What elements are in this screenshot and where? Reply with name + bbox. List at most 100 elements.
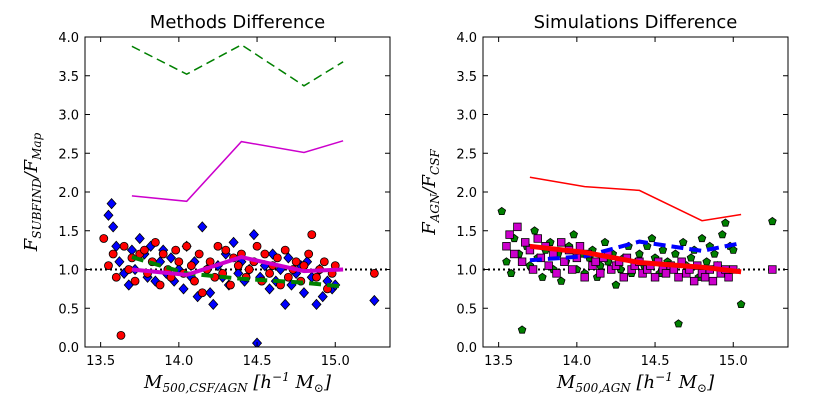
ylabel-slash: /F xyxy=(21,158,42,180)
data-point xyxy=(304,249,314,259)
xlabel-main: M xyxy=(143,372,163,393)
y-tick-label: 2.0 xyxy=(58,186,79,201)
data-point xyxy=(600,237,610,247)
data-point xyxy=(182,241,192,251)
chart-title: Methods Difference xyxy=(150,12,325,33)
x-tick-label: 14.5 xyxy=(243,354,272,369)
xlabel-main: M xyxy=(556,372,576,393)
data-point xyxy=(517,325,527,334)
y-tick-label: 3.0 xyxy=(58,109,79,124)
data-point xyxy=(244,265,254,274)
y-tick-label: 4.0 xyxy=(58,31,79,46)
data-point xyxy=(674,273,683,282)
data-point xyxy=(319,257,329,267)
data-point xyxy=(369,294,380,307)
data-point xyxy=(228,236,239,248)
data-point xyxy=(697,234,707,243)
series-line xyxy=(529,176,742,222)
data-point xyxy=(557,238,566,247)
xlabel-sub3: ⊙ xyxy=(314,381,324,395)
data-point xyxy=(497,206,507,216)
data-point xyxy=(721,218,730,227)
data-point xyxy=(213,241,223,251)
xlabel-sup: −1 xyxy=(272,370,290,384)
data-point xyxy=(575,242,585,251)
data-point xyxy=(197,221,208,233)
data-point xyxy=(134,232,145,245)
data-point xyxy=(312,272,321,282)
data-point xyxy=(710,249,719,258)
xlabel-rest: [h xyxy=(631,372,655,393)
data-point xyxy=(108,221,119,233)
data-point xyxy=(686,253,696,262)
data-point xyxy=(317,291,328,303)
data-point xyxy=(580,273,589,282)
y-tick-label: 4.0 xyxy=(456,31,477,46)
data-point xyxy=(506,268,516,278)
data-point xyxy=(283,272,293,282)
y-tick-label: 2.0 xyxy=(456,186,477,201)
data-point xyxy=(502,257,511,266)
data-point xyxy=(106,198,117,210)
xlabel-sub3: ⊙ xyxy=(697,381,707,395)
data-point xyxy=(226,280,235,290)
data-point xyxy=(124,265,134,274)
data-point xyxy=(521,238,530,247)
data-point xyxy=(513,222,522,232)
data-point xyxy=(248,229,259,241)
data-point xyxy=(194,249,204,259)
ylabel-sub2: CSF xyxy=(428,149,442,175)
xlabel-rest: [h xyxy=(248,372,272,393)
data-point xyxy=(533,234,542,243)
data-point xyxy=(708,276,718,286)
chart-title: Simulations Difference xyxy=(534,12,738,33)
data-point xyxy=(689,276,699,286)
data-point xyxy=(233,261,243,271)
data-point xyxy=(611,280,621,289)
data-point xyxy=(280,245,290,255)
data-point xyxy=(661,269,671,278)
x-tick-label: 13.5 xyxy=(86,354,115,369)
data-point xyxy=(272,253,282,263)
data-point xyxy=(114,256,125,268)
ylabel-sub2: Map xyxy=(30,132,44,160)
series-line xyxy=(131,255,344,277)
plot-frame xyxy=(482,36,789,348)
ylabel-sub: AGN xyxy=(428,193,442,223)
data-point xyxy=(140,245,149,255)
xlabel-sup: −1 xyxy=(655,370,673,384)
data-point xyxy=(104,261,113,271)
y-tick-label: 0.5 xyxy=(58,302,79,317)
ylabel-main: F xyxy=(21,237,42,252)
data-point xyxy=(208,298,219,310)
data-point xyxy=(724,273,733,282)
y-tick-label: 2.5 xyxy=(58,147,79,162)
data-point xyxy=(658,245,668,254)
data-point xyxy=(178,283,189,295)
data-point xyxy=(130,276,140,286)
ylabel-main: F xyxy=(419,221,440,236)
data-point xyxy=(502,242,511,251)
y-tick-label: 3.0 xyxy=(456,109,477,124)
data-point xyxy=(369,268,379,278)
data-point xyxy=(197,288,207,298)
series-line xyxy=(131,140,344,203)
data-point xyxy=(700,273,710,282)
data-point xyxy=(505,230,514,239)
data-point xyxy=(190,276,199,286)
data-point xyxy=(174,257,184,267)
data-point xyxy=(221,245,231,255)
x-tick-label: 14.0 xyxy=(164,354,193,369)
data-point xyxy=(702,257,711,266)
data-point xyxy=(552,269,561,278)
data-point xyxy=(280,298,291,310)
y-axis-label: FAGN/FCSF xyxy=(419,149,442,236)
data-point xyxy=(678,237,688,247)
data-point xyxy=(158,249,168,259)
y-tick-label: 3.5 xyxy=(456,70,477,85)
data-point xyxy=(768,265,777,274)
data-point xyxy=(155,280,165,290)
data-point xyxy=(150,237,160,247)
data-point xyxy=(103,209,114,221)
series-line xyxy=(529,239,742,263)
